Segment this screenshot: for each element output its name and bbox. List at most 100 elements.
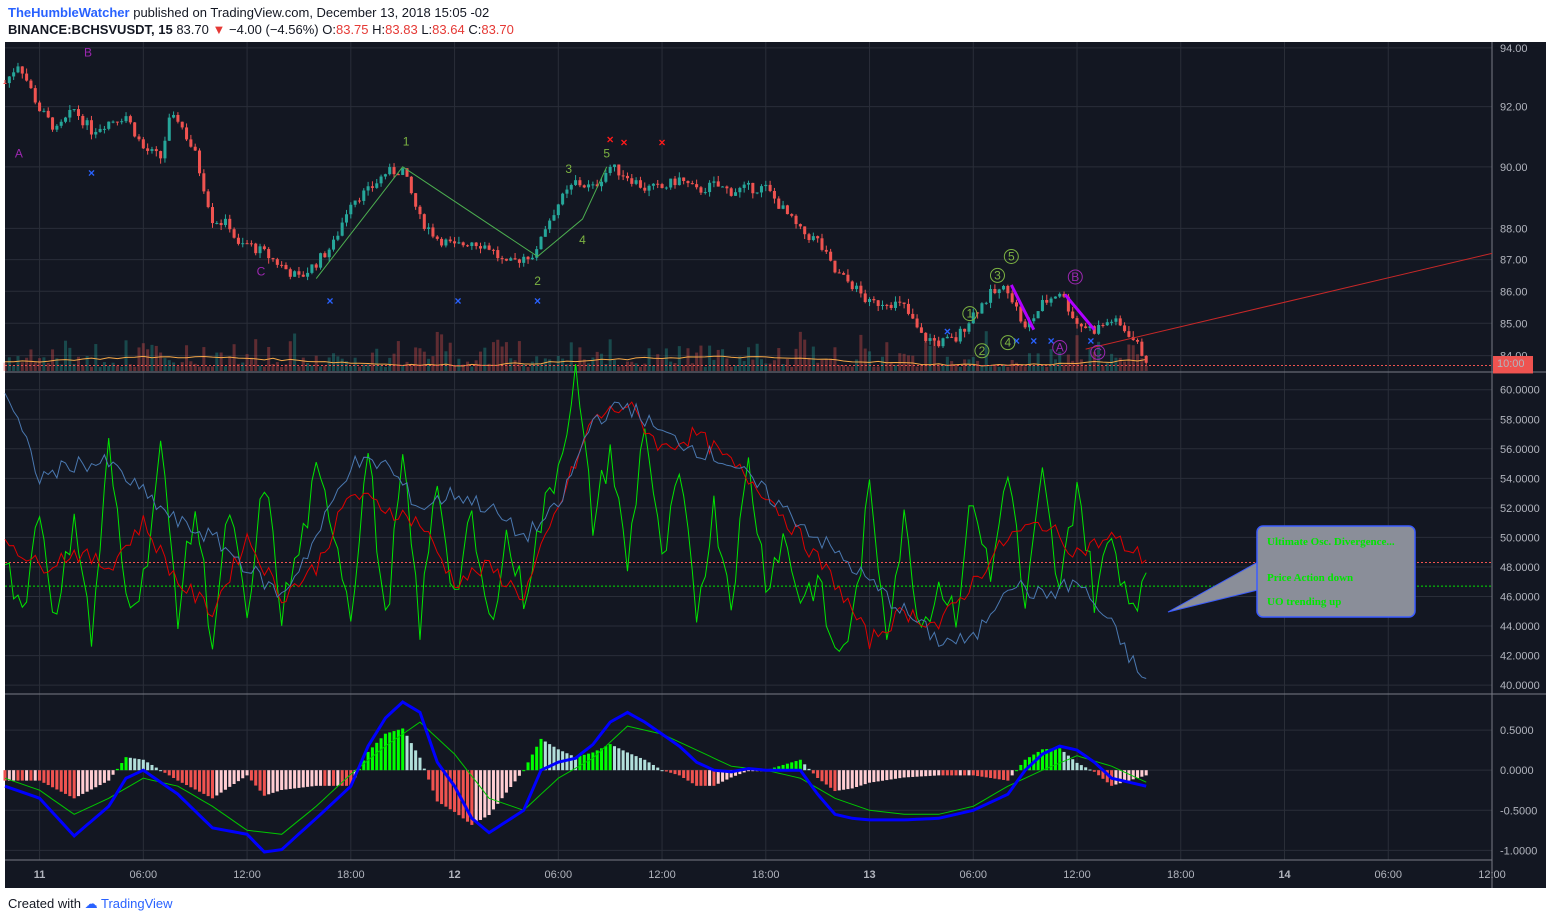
candle-body: [980, 303, 984, 314]
blue-cross-marker: ×: [1048, 334, 1055, 348]
time-axis-tick-8: 13: [863, 869, 875, 881]
volume-bar: [1036, 353, 1040, 371]
macd-histogram-bar: [51, 770, 55, 788]
time-axis-tick-1: 06:00: [130, 869, 158, 881]
macd-histogram-bar: [751, 770, 755, 772]
callout-annotation[interactable]: Ultimate Osc. Divergence... Price Action…: [1167, 525, 1416, 618]
blue-cross-marker: ×: [944, 324, 951, 338]
macd-histogram-bar: [1053, 748, 1057, 771]
volume-bar: [764, 363, 768, 371]
candle-body: [150, 149, 154, 151]
candle-body: [777, 198, 781, 209]
volume-bar: [344, 361, 349, 371]
macd-histogram-bar: [1144, 770, 1148, 776]
macd-histogram-bar: [803, 764, 807, 771]
macd-histogram-bar: [712, 770, 716, 786]
callout-box[interactable]: [1256, 525, 1416, 618]
candle-body: [414, 193, 418, 207]
low-label: L:: [421, 22, 433, 37]
time-axis-tick-14: 12:00: [1478, 869, 1506, 881]
candle-body: [461, 242, 465, 246]
candle-body: [682, 177, 686, 182]
volume-bar: [643, 363, 647, 371]
volume-bar: [699, 345, 703, 371]
macd-histogram-bar: [522, 770, 526, 772]
macd-histogram-bar: [902, 770, 906, 778]
last-price-value: 83.70: [176, 22, 209, 37]
volume-bar: [582, 359, 586, 371]
macd-histogram-bar: [656, 767, 660, 771]
volume-bar: [81, 365, 85, 371]
volume-bar: [958, 366, 962, 371]
uo-axis-tick-10: 40.0000: [1500, 680, 1540, 692]
candle-body: [297, 271, 301, 275]
candle-body: [876, 300, 880, 306]
candle-body: [46, 110, 50, 118]
uo-axis-tick-9: 42.0000: [1500, 651, 1540, 663]
candle-body: [863, 293, 867, 303]
macd-histogram-bar: [1006, 770, 1010, 781]
candle-body: [850, 281, 854, 290]
candle-body: [1110, 321, 1114, 323]
candle-body: [232, 229, 236, 238]
volume-bar: [530, 361, 534, 371]
candle-body: [785, 205, 789, 215]
candle-body: [798, 224, 802, 227]
volume-bar: [725, 358, 729, 371]
macd-histogram-bar: [777, 766, 781, 771]
abc-correction-lines: [1009, 284, 1096, 331]
candle-body: [608, 166, 612, 173]
macd-histogram-bar: [829, 770, 833, 788]
candle-body: [1010, 293, 1014, 303]
macd-histogram-bar: [379, 738, 383, 771]
close-value: 83.70: [481, 22, 514, 37]
macd-histogram-bar: [128, 757, 132, 771]
time-axis-tick-7: 18:00: [752, 869, 780, 881]
time-axis-tick-9: 06:00: [960, 869, 988, 881]
macd-histogram-bar: [677, 770, 681, 776]
candle-body: [206, 191, 210, 208]
macd-histogram-bar: [837, 770, 841, 791]
macd-histogram-bar: [833, 770, 837, 792]
candle-body: [625, 175, 629, 179]
macd-histogram-bar: [474, 770, 478, 823]
macd-histogram-bar: [42, 770, 46, 783]
macd-histogram-bar: [85, 770, 89, 792]
volume-bar: [375, 348, 379, 371]
macd-histogram-bar: [885, 770, 889, 781]
candle-body: [401, 168, 405, 175]
time-axis-tick-3: 18:00: [337, 869, 365, 881]
macd-histogram-bar: [431, 770, 435, 791]
volume-bar: [997, 366, 1001, 371]
macd-histogram-bar: [146, 762, 150, 771]
candle-body: [128, 116, 132, 123]
macd-histogram-bar: [941, 770, 945, 776]
volume-bar: [159, 352, 163, 371]
macd-histogram-bar: [1023, 759, 1027, 771]
macd-histogram-bar: [1079, 765, 1083, 771]
macd-histogram-bar: [1027, 757, 1031, 771]
tradingview-link[interactable]: TradingView: [101, 896, 173, 911]
volume-bar: [262, 366, 266, 371]
macd-histogram-bar: [876, 770, 880, 782]
candle-body: [561, 193, 565, 205]
macd-histogram-bar: [275, 770, 279, 792]
volume-bar: [124, 340, 128, 371]
candle-body: [323, 253, 327, 258]
volume-bar: [38, 358, 42, 371]
volume-bar: [556, 355, 560, 371]
macd-histogram-bar: [94, 770, 98, 788]
candle-body: [267, 249, 271, 259]
macd-histogram-bar: [699, 770, 703, 786]
volume-bar: [245, 354, 249, 371]
candle-body: [997, 289, 1001, 294]
volume-bar: [738, 356, 742, 371]
candle-body: [12, 72, 16, 77]
author-link[interactable]: TheHumbleWatcher: [8, 5, 130, 20]
volume-bar: [1084, 364, 1088, 371]
volume-bars: [3, 331, 1148, 371]
candle-body: [721, 186, 725, 188]
candle-body: [89, 120, 93, 135]
macd-histogram-bar: [461, 770, 465, 819]
